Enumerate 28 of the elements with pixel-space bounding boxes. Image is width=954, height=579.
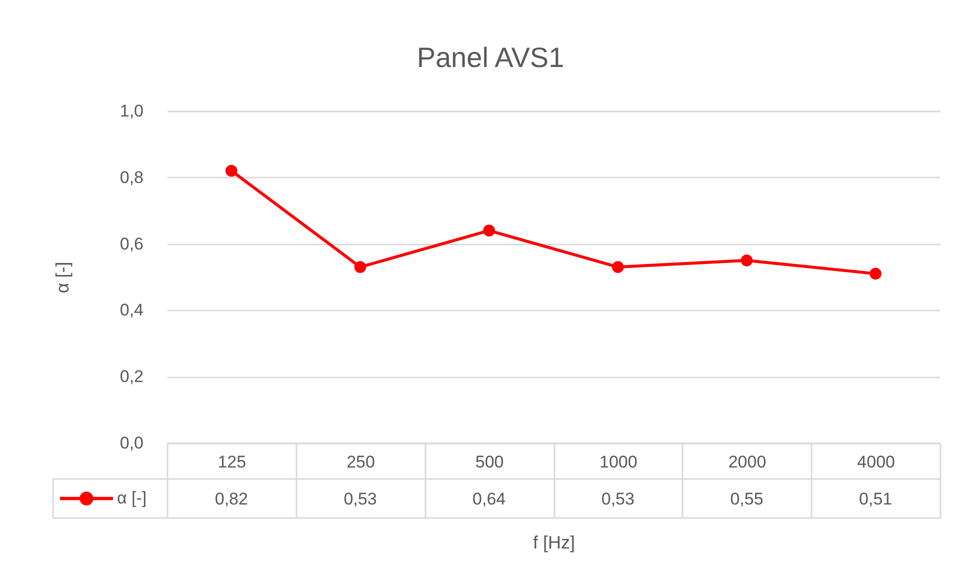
chart-title: Panel AVS1 [416, 42, 564, 73]
x-tick-label: 2000 [728, 452, 766, 472]
point [354, 261, 366, 273]
data-label: 0,82 [214, 490, 248, 508]
legend-label: α [-] [117, 488, 147, 508]
point [483, 224, 495, 236]
y-tick-label: 0,6 [120, 234, 144, 254]
point [612, 261, 624, 273]
data-label: 0,53 [344, 490, 377, 508]
x-tick-label: 4000 [857, 452, 895, 472]
point [226, 164, 238, 177]
y-axis-title: α [-] [52, 262, 72, 294]
y-tick-label: 0,8 [120, 168, 144, 187]
x-axis-title: f [Hz] [532, 532, 576, 552]
data-label: 0,51 [859, 490, 892, 508]
y-tick-label: 0,2 [120, 367, 144, 386]
point [870, 268, 882, 280]
point [740, 254, 753, 266]
x-tick-label: 500 [475, 452, 504, 472]
x-tick-label: 250 [346, 452, 375, 472]
x-tick-label: 125 [218, 452, 246, 472]
x-tick-label: 1000 [600, 452, 638, 472]
y-tick-label: 1,0 [120, 102, 144, 120]
y-tick-label: 0,0 [120, 434, 144, 452]
data-label: 0,64 [472, 490, 506, 508]
y-tick-label: 0,4 [120, 300, 144, 320]
data-label: 0,53 [601, 490, 634, 508]
data-label: 0,55 [730, 490, 764, 508]
